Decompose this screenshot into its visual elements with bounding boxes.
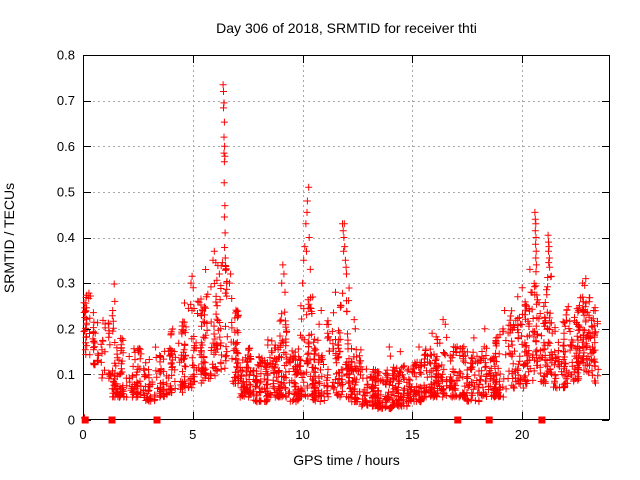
baseline-squares	[81, 416, 546, 424]
baseline-square-marker	[454, 416, 462, 424]
baseline-square-marker	[485, 416, 493, 424]
y-tick-label: 0.3	[57, 276, 75, 291]
x-tick-label: 20	[515, 427, 529, 442]
y-tick-label: 0.2	[57, 321, 75, 336]
y-tick-label: 0.1	[57, 367, 75, 382]
chart-title: Day 306 of 2018, SRMTID for receiver tht…	[216, 20, 477, 36]
tick-marks	[83, 55, 609, 421]
x-tick-label: 5	[189, 427, 196, 442]
y-tick-label: 0.6	[57, 139, 75, 154]
y-tick-label: 0.4	[57, 230, 75, 245]
y-tick-label: 0.7	[57, 93, 75, 108]
y-tick-label: 0	[68, 413, 75, 428]
baseline-square-marker	[153, 416, 161, 424]
baseline-square-marker	[81, 416, 89, 424]
y-tick-label: 0.8	[57, 48, 75, 63]
x-tick-label: 0	[79, 427, 86, 442]
y-tick-label: 0.5	[57, 184, 75, 199]
plot-frame	[83, 55, 610, 420]
x-tick-label: 15	[405, 427, 419, 442]
x-tick-label: 10	[295, 427, 309, 442]
scatter-series	[80, 81, 602, 422]
tick-labels: 0 5 10 15 20 0 0.1 0.2 0.3 0.4 0.5 0.6 0.7 0.8	[57, 48, 529, 443]
baseline-square-marker	[538, 416, 546, 424]
x-axis-label: GPS time / hours	[293, 452, 400, 468]
baseline-square-marker	[108, 416, 116, 424]
